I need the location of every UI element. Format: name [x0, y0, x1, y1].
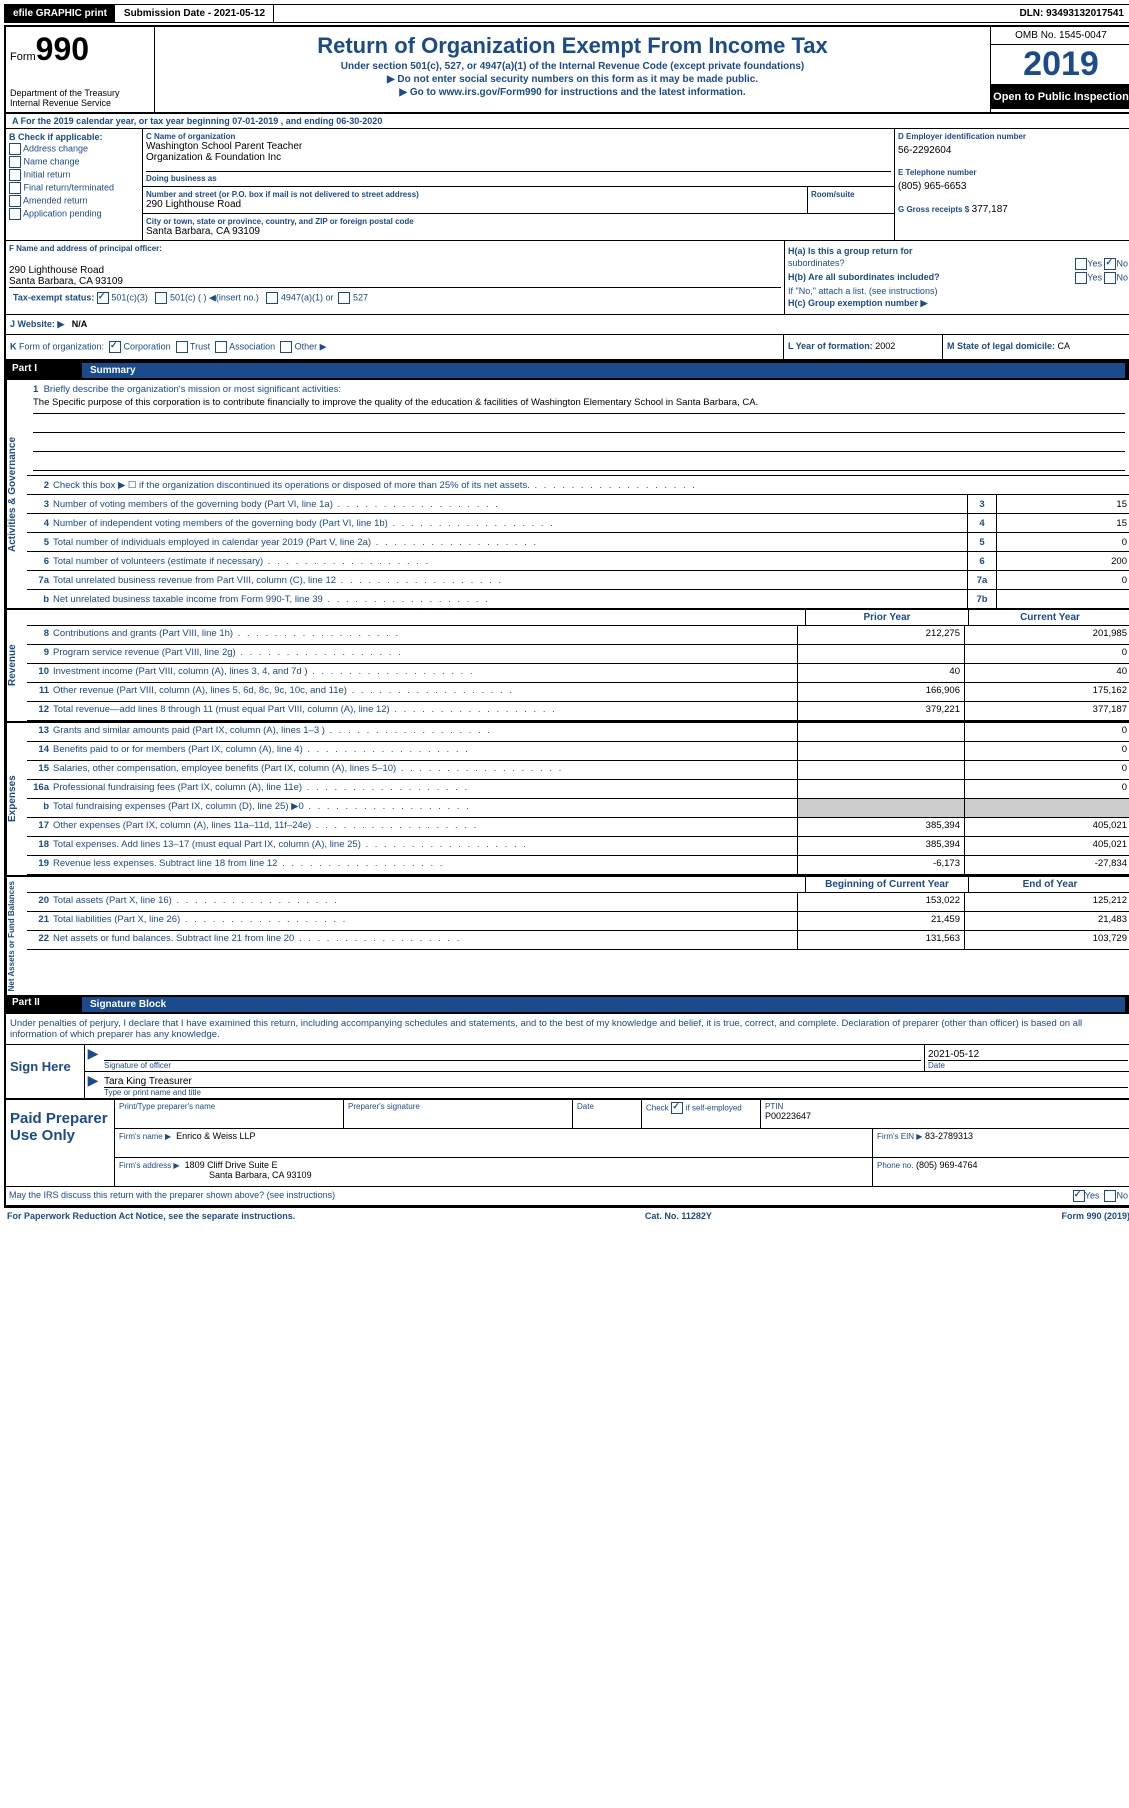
- form-990: Form990 Department of the Treasury Inter…: [4, 25, 1129, 1208]
- org-name-2: Organization & Foundation Inc: [146, 152, 891, 163]
- section-c: C Name of organization Washington School…: [143, 129, 895, 240]
- firm-addr2: Santa Barbara, CA 93109: [119, 1170, 868, 1180]
- row-a-taxyear: A For the 2019 calendar year, or tax yea…: [6, 114, 1129, 129]
- ein: 56-2292604: [898, 145, 1128, 156]
- tax-year: 2019: [991, 45, 1129, 85]
- side-expenses: Expenses: [6, 723, 27, 875]
- part-1-header: Part I Summary: [6, 361, 1129, 380]
- firm-name: Enrico & Weiss LLP: [176, 1131, 255, 1141]
- mission-text: The Specific purpose of this corporation…: [33, 395, 1125, 414]
- section-h: H(a) Is this a group return for subordin…: [785, 241, 1129, 314]
- data-line: 19Revenue less expenses. Subtract line 1…: [27, 856, 1129, 875]
- efile-btn[interactable]: efile GRAPHIC print: [5, 5, 116, 22]
- part-2-header: Part II Signature Block: [6, 995, 1129, 1014]
- sig-officer-label: Signature of officer: [104, 1060, 921, 1070]
- form-version: Form 990 (2019): [1061, 1211, 1129, 1221]
- arrow-icon: ▶: [85, 1072, 101, 1098]
- arrow-icon: ▶: [85, 1045, 101, 1071]
- data-line: 11Other revenue (Part VIII, column (A), …: [27, 683, 1129, 702]
- gov-line: 6Total number of volunteers (estimate if…: [27, 552, 1129, 571]
- data-line: 22Net assets or fund balances. Subtract …: [27, 931, 1129, 950]
- ptin: P00223647: [765, 1111, 1127, 1121]
- firm-phone: (805) 969-4764: [916, 1160, 978, 1170]
- row-m: M State of legal domicile: CA: [942, 335, 1129, 359]
- side-activities: Activities & Governance: [6, 380, 27, 608]
- data-line: 10Investment income (Part VIII, column (…: [27, 664, 1129, 683]
- firm-ein: 83-2789313: [925, 1131, 973, 1141]
- mission: 1 Briefly describe the organization's mi…: [27, 380, 1129, 476]
- data-line: 12Total revenue—add lines 8 through 11 (…: [27, 702, 1129, 721]
- data-line: 21Total liabilities (Part X, line 26)21,…: [27, 912, 1129, 931]
- data-line: 16aProfessional fundraising fees (Part I…: [27, 780, 1129, 799]
- dln: DLN: 93493132017541: [1011, 5, 1129, 22]
- row-k: K Form of organization: Corporation Trus…: [6, 335, 783, 359]
- footer: For Paperwork Reduction Act Notice, see …: [4, 1208, 1129, 1224]
- officer-name: Tara King Treasurer: [104, 1076, 1128, 1087]
- tax-exempt-status: Tax-exempt status: 501(c)(3) 501(c) ( ) …: [9, 287, 781, 308]
- side-netassets: Net Assets or Fund Balances: [6, 877, 27, 995]
- data-line: 9Program service revenue (Part VIII, lin…: [27, 645, 1129, 664]
- cat-no: Cat. No. 11282Y: [645, 1211, 712, 1221]
- gov-line: 3Number of voting members of the governi…: [27, 495, 1129, 514]
- omb-number: OMB No. 1545-0047: [991, 27, 1129, 45]
- data-line: 14Benefits paid to or for members (Part …: [27, 742, 1129, 761]
- gov-line: 4Number of independent voting members of…: [27, 514, 1129, 533]
- data-line: bTotal fundraising expenses (Part IX, co…: [27, 799, 1129, 818]
- form-title: Return of Organization Exempt From Incom…: [161, 33, 984, 59]
- end-year-header: End of Year: [968, 877, 1129, 892]
- topbar: efile GRAPHIC print Submission Date - 20…: [4, 4, 1129, 23]
- section-f: F Name and address of principal officer:…: [6, 241, 785, 314]
- irs-label: Internal Revenue Service: [10, 98, 150, 108]
- sign-here: Sign Here: [6, 1045, 85, 1098]
- gross-receipts: 377,187: [972, 204, 1008, 215]
- paid-preparer-label: Paid Preparer Use Only: [6, 1100, 115, 1186]
- prior-year-header: Prior Year: [805, 610, 968, 625]
- row-l: L Year of formation: 2002: [783, 335, 942, 359]
- telephone: (805) 965-6653: [898, 181, 1128, 192]
- gov-line: bNet unrelated business taxable income f…: [27, 590, 1129, 608]
- street-address: 290 Lighthouse Road: [146, 199, 804, 210]
- gov-line: 2Check this box ▶ ☐ if the organization …: [27, 476, 1129, 495]
- gov-line: 7aTotal unrelated business revenue from …: [27, 571, 1129, 590]
- signature-intro: Under penalties of perjury, I declare th…: [6, 1014, 1129, 1045]
- data-line: 17Other expenses (Part IX, column (A), l…: [27, 818, 1129, 837]
- open-public: Open to Public Inspection: [991, 85, 1129, 109]
- sig-date-value: 2021-05-12: [928, 1049, 1128, 1060]
- section-b: B Check if applicable: Address change Na…: [6, 129, 143, 240]
- row-j-website: J Website: ▶ N/A: [6, 315, 1129, 335]
- subtitle-3: ▶ Go to www.irs.gov/Form990 for instruct…: [161, 87, 984, 98]
- dept-treasury: Department of the Treasury: [10, 88, 150, 98]
- submission-date: Submission Date - 2021-05-12: [116, 5, 274, 22]
- irs-discuss: May the IRS discuss this return with the…: [6, 1187, 1129, 1206]
- data-line: 8Contributions and grants (Part VIII, li…: [27, 626, 1129, 645]
- section-d-e-g: D Employer identification number 56-2292…: [895, 129, 1129, 240]
- subtitle-2: ▶ Do not enter social security numbers o…: [161, 74, 984, 85]
- gov-line: 5Total number of individuals employed in…: [27, 533, 1129, 552]
- current-year-header: Current Year: [968, 610, 1129, 625]
- data-line: 20Total assets (Part X, line 16)153,0221…: [27, 893, 1129, 912]
- side-revenue: Revenue: [6, 610, 27, 721]
- form-number: Form990: [10, 31, 150, 68]
- data-line: 18Total expenses. Add lines 13–17 (must …: [27, 837, 1129, 856]
- subtitle-1: Under section 501(c), 527, or 4947(a)(1)…: [161, 61, 984, 72]
- org-name-1: Washington School Parent Teacher: [146, 141, 891, 152]
- form990-link[interactable]: www.irs.gov/Form990: [439, 87, 542, 98]
- data-line: 15Salaries, other compensation, employee…: [27, 761, 1129, 780]
- data-line: 13Grants and similar amounts paid (Part …: [27, 723, 1129, 742]
- firm-addr1: 1809 Cliff Drive Suite E: [185, 1160, 278, 1170]
- begin-year-header: Beginning of Current Year: [805, 877, 968, 892]
- city-state-zip: Santa Barbara, CA 93109: [146, 226, 891, 237]
